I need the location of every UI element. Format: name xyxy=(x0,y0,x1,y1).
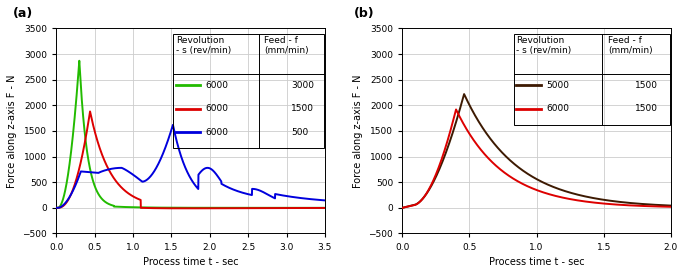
Point xyxy=(86,206,95,209)
Point xyxy=(456,206,464,209)
Point xyxy=(456,206,464,209)
Text: (a): (a) xyxy=(13,7,34,20)
Text: 1500: 1500 xyxy=(635,81,658,90)
Text: 6000: 6000 xyxy=(546,104,569,113)
Text: 6000: 6000 xyxy=(206,128,228,137)
Point xyxy=(93,206,101,209)
Text: Feed - f
(mm/min): Feed - f (mm/min) xyxy=(264,36,309,55)
Bar xyxy=(514,33,669,125)
Point xyxy=(86,206,95,209)
Point xyxy=(93,206,101,209)
Text: 1500: 1500 xyxy=(291,104,314,113)
Text: (b): (b) xyxy=(354,7,375,20)
Point xyxy=(467,206,475,209)
Text: 6000: 6000 xyxy=(206,81,228,90)
Point xyxy=(454,206,462,209)
Text: 3000: 3000 xyxy=(291,81,314,90)
Point xyxy=(498,206,506,209)
X-axis label: Process time t - sec: Process time t - sec xyxy=(142,257,238,267)
Y-axis label: Force along z-axis F - N: Force along z-axis F - N xyxy=(353,74,363,188)
Point xyxy=(498,206,506,209)
Y-axis label: Force along z-axis F - N: Force along z-axis F - N xyxy=(7,74,17,188)
Bar xyxy=(173,33,323,148)
Point xyxy=(532,206,540,209)
Text: Feed - f
(mm/min): Feed - f (mm/min) xyxy=(608,36,652,55)
Text: 1500: 1500 xyxy=(635,104,658,113)
Point xyxy=(110,206,119,209)
Text: 500: 500 xyxy=(291,128,309,137)
Text: 5000: 5000 xyxy=(546,81,569,90)
Point xyxy=(86,206,95,209)
Text: Revolution
- s (rev/min): Revolution - s (rev/min) xyxy=(176,36,231,55)
Text: 6000: 6000 xyxy=(206,104,228,113)
Point xyxy=(86,206,94,209)
Point xyxy=(110,206,119,209)
Point xyxy=(129,206,137,209)
Text: Revolution
- s (rev/min): Revolution - s (rev/min) xyxy=(516,36,572,55)
X-axis label: Process time t - sec: Process time t - sec xyxy=(489,257,584,267)
Point xyxy=(93,206,101,209)
Point xyxy=(467,206,475,209)
